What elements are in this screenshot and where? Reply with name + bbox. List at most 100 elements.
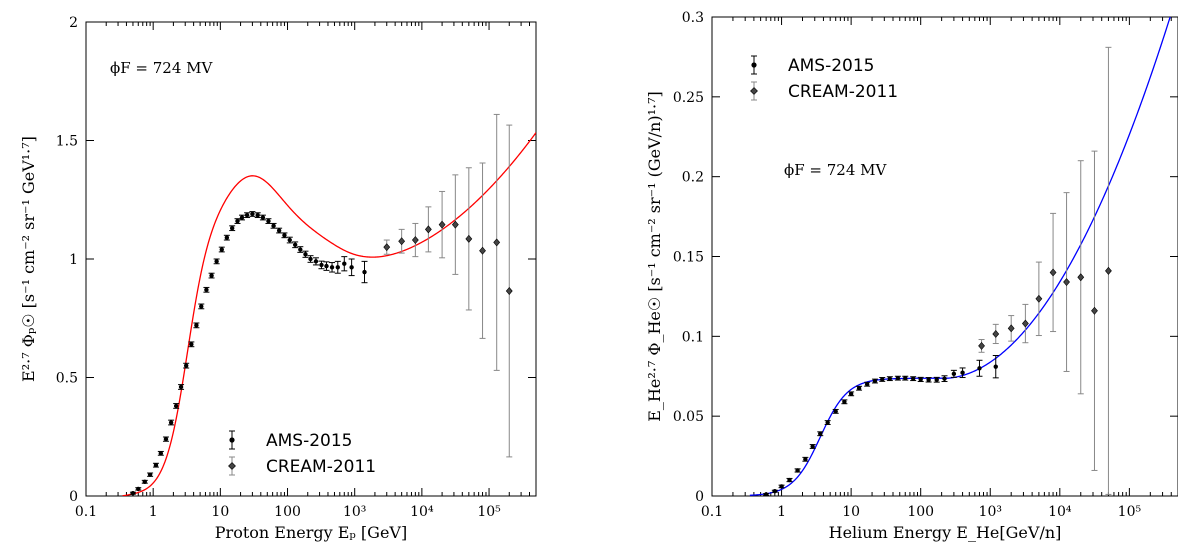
x-tick-label: 0.1 [75,504,97,520]
data-point-diamond [1063,278,1070,287]
data-point-circle [349,265,354,270]
data-point-circle [214,259,219,264]
data-point-diamond [479,246,486,255]
y-tick-label: 0 [69,489,78,505]
data-point-circle [189,342,194,347]
data-point-diamond [438,220,446,229]
x-tick-label: 10 [842,504,860,520]
data-point-circle [303,252,308,257]
data-point-circle [818,431,823,436]
data-point-circle [934,377,939,382]
legend-label: AMS-2015 [788,56,875,76]
data-point-diamond [1007,324,1015,333]
x-tick-label: 10³ [343,504,366,520]
y-axis-label: E²·⁷ Φₚ☉ [s⁻¹ cm⁻² sr⁻¹ GeV¹·⁷] [19,136,38,382]
data-point-circle [362,269,367,275]
data-point-circle [209,273,214,278]
x-axis: 0.1 1 10 100 10³ 10⁴ 10⁵ [701,17,1178,520]
data-point-diamond [398,237,406,246]
data-point-circle [833,409,838,414]
data-point-circle [842,399,847,404]
x-tick-label: 0.1 [701,504,723,520]
series-ams-2015 [763,354,999,496]
data-point-circle [260,215,266,220]
series-cream-2011 [383,113,513,458]
data-point-circle [895,375,901,381]
y-tick-label: 0.1 [682,329,704,345]
data-point-diamond [1049,268,1057,277]
model-curve [122,132,536,496]
data-point-diamond [451,220,459,229]
data-point-circle [153,462,159,468]
data-point-circle [887,376,893,381]
data-point-circle [872,378,878,384]
data-point-circle [329,265,335,270]
data-point-circle [910,376,916,381]
y-tick-label: 1 [69,252,78,268]
data-point-circle [239,215,245,220]
data-point-circle [903,375,908,381]
data-point-circle [229,225,235,231]
data-point-diamond [1091,306,1098,315]
data-point-circle [204,287,209,293]
data-point-circle [787,477,792,483]
data-point-circle [779,484,784,489]
x-tick-label: 100 [274,504,301,520]
data-point-circle [864,382,870,387]
data-point-circle [308,256,313,262]
y-tick-label: 0.05 [673,409,704,425]
series-ams-2015 [129,211,368,496]
data-point-circle [848,391,854,397]
data-point-circle [335,265,340,270]
data-point-circle [803,457,808,462]
data-point-circle [951,371,957,377]
data-point-circle [763,492,769,496]
x-tick-label: 1 [777,504,786,520]
data-point-circle [158,451,164,456]
data-point-circle [163,436,169,442]
y-tick-label: 0 [695,489,704,505]
x-axis: 0.1 1 10 100 10³ 10⁴ 10⁵ [75,22,537,520]
data-point-circle [130,490,136,496]
legend-marker-diamond [228,462,236,470]
data-point-circle [224,235,230,240]
data-point-diamond [1035,294,1043,303]
data-point-circle [324,263,329,269]
data-point-circle [178,384,184,390]
data-point-circle [271,223,276,229]
x-tick-label: 10⁵ [1118,504,1142,520]
data-point-circle [342,261,347,266]
legend: AMS-2015 CREAM-2011 [228,430,376,477]
y-axis: 0 0.05 0.1 0.15 0.2 0.25 0.3 [673,10,1178,505]
data-point-diamond [1077,273,1085,282]
data-point-diamond [411,236,419,245]
y-axis: 0 0.5 1 1.5 2 [56,15,536,505]
data-point-circle [960,370,965,375]
data-point-diamond [1021,319,1029,328]
data-point-circle [795,468,800,473]
x-tick-label: 10 [211,504,229,520]
data-point-diamond [1105,266,1112,275]
data-point-circle [856,386,862,391]
data-point-circle [942,376,947,381]
y-tick-label: 1.5 [56,134,78,150]
data-point-circle [173,403,179,409]
legend-label: CREAM-2011 [788,82,898,102]
y-tick-label: 0.15 [673,250,704,266]
data-point-circle [255,212,260,218]
y-axis-label: E_He²·⁷ Φ_He☉ [s⁻¹ cm⁻² sr⁻¹ (GeV/n)¹·⁷] [645,91,664,422]
data-point-circle [313,259,319,264]
helium-chart: 0.1 1 10 100 10³ 10⁴ 10⁵ Helium Energy E_He[GeV… [645,10,1178,542]
data-point-circle [282,233,287,238]
phi-annotation: ϕF = 724 MV [110,59,213,77]
data-point-diamond [493,238,501,247]
x-tick-label: 100 [907,504,934,520]
data-point-circle [825,420,830,425]
legend: AMS-2015 CREAM-2011 [750,55,898,102]
data-point-circle [319,262,324,268]
data-point-diamond [465,234,473,243]
series-cream-2011 [978,46,1112,495]
data-point-circle [276,228,282,233]
y-tick-label: 2 [69,15,78,31]
